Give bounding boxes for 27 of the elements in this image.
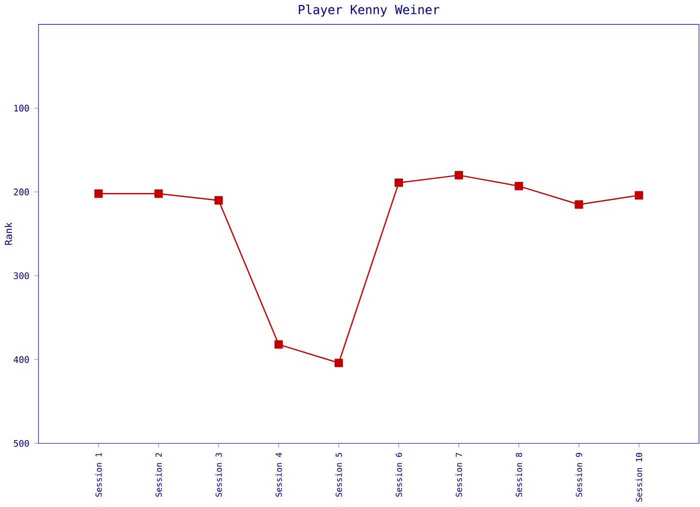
y-axis-title: Rank: [4, 222, 12, 245]
x-tick-label: Session 7: [456, 453, 462, 497]
point: [454, 171, 464, 180]
point: [394, 178, 403, 188]
x-tick-label: Session 1: [95, 453, 102, 497]
y-tick-label: 100: [14, 104, 29, 112]
x-tick-label: Session 3: [215, 453, 222, 497]
point: [94, 189, 103, 198]
y-tick-label: 500: [14, 440, 29, 447]
x-tick-label: Session 6: [396, 452, 402, 497]
x-tick-label: Session 8: [516, 452, 522, 497]
point: [214, 196, 223, 205]
point: [274, 340, 283, 349]
x-tick-label: Session 10: [636, 452, 642, 502]
point: [634, 191, 644, 200]
y-tick-label: 400: [14, 356, 29, 364]
x-tick-label: Session 2: [155, 453, 162, 497]
x-tick-label: Session 5: [336, 453, 342, 497]
point: [574, 200, 584, 209]
x-tick-label: Session 9: [576, 453, 582, 497]
chart-title: Player Kenny Weiner: [298, 4, 440, 17]
point: [514, 182, 524, 190]
y-tick-label: 300: [14, 272, 29, 280]
point: [334, 358, 343, 368]
x-tick-label: Session 4: [275, 452, 282, 497]
point: [154, 189, 163, 198]
y-tick-label: 200: [14, 188, 29, 196]
